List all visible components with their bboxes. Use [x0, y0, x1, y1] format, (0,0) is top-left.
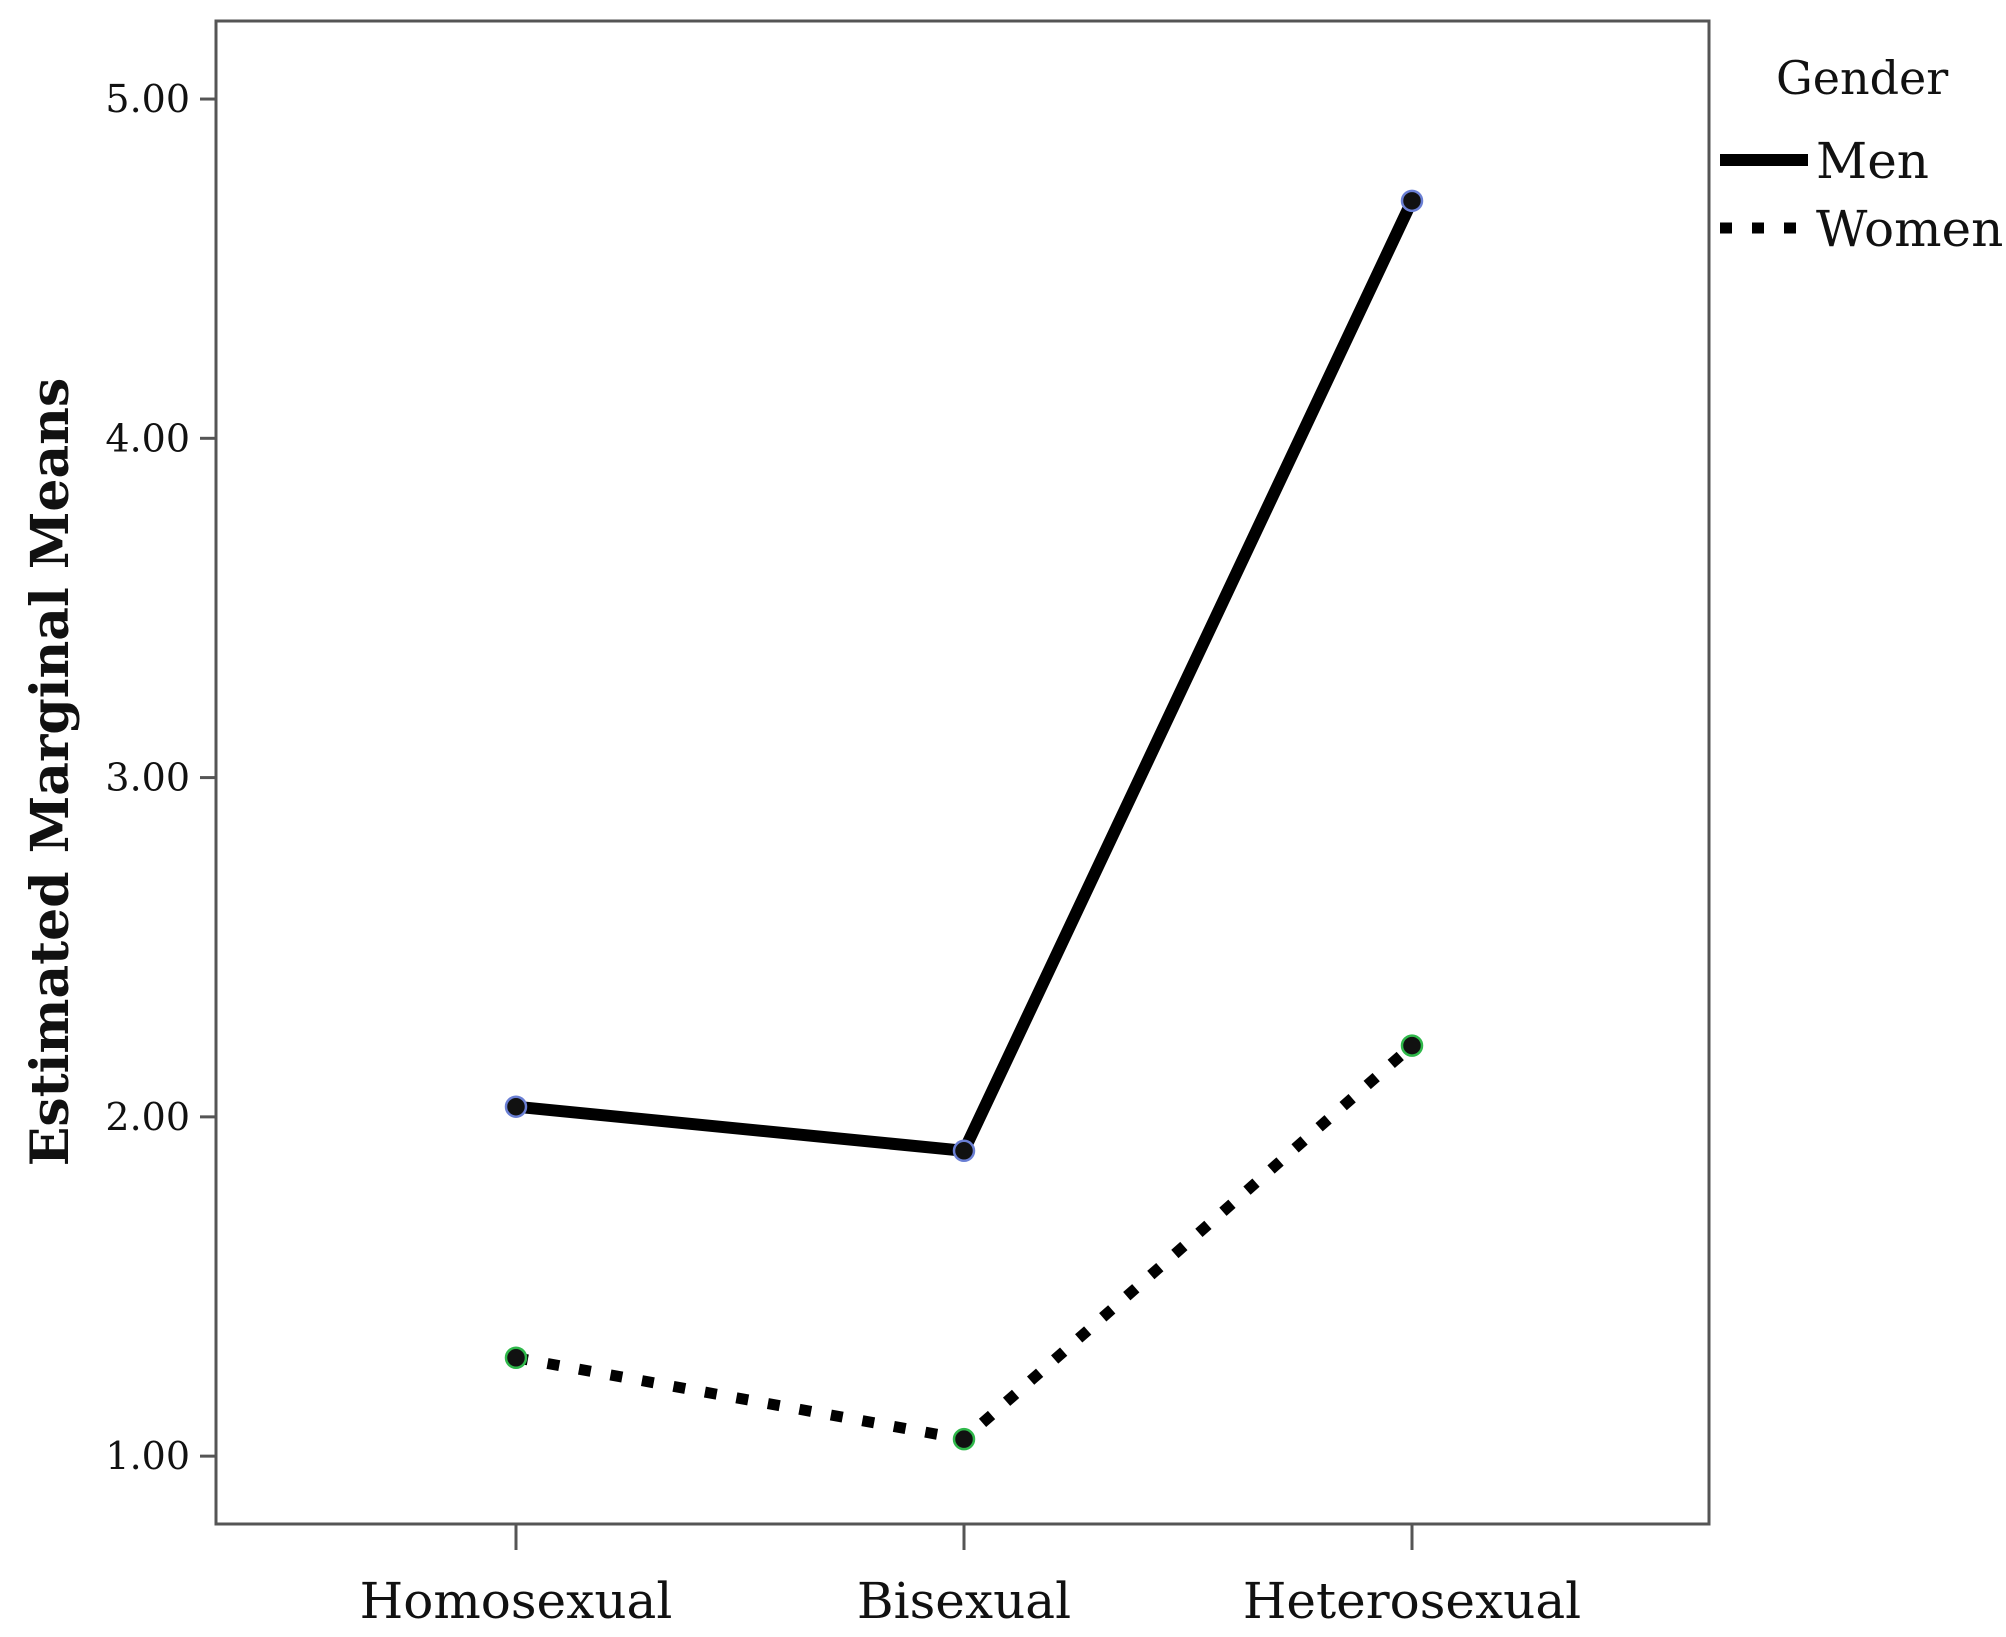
legend: Gender Men Women — [1720, 51, 2003, 258]
data-point-women — [1400, 1034, 1424, 1057]
legend-label-men: Men — [1816, 132, 1929, 190]
data-point-women — [952, 1427, 976, 1451]
data-point-men — [1400, 189, 1424, 213]
legend-title: Gender — [1776, 51, 1948, 105]
y-axis: 1.00 2.00 3.00 4.00 5.00 — [105, 77, 216, 1478]
plot-frame — [214, 19, 1711, 1526]
y-tick-label: 2.00 — [105, 1095, 190, 1139]
y-tick-label: 3.00 — [105, 756, 190, 800]
y-tick-label: 5.00 — [105, 77, 190, 121]
x-tick-label: Bisexual — [857, 1572, 1071, 1630]
data-point-men — [504, 1095, 528, 1118]
x-tick-label: Homosexual — [360, 1572, 673, 1630]
y-axis-title: Estimated Marginal Means — [20, 378, 81, 1167]
legend-label-women: Women — [1816, 200, 2003, 258]
data-point-men — [952, 1139, 976, 1163]
series-layer — [504, 189, 1424, 1451]
y-tick-label: 4.00 — [105, 416, 190, 460]
data-point-women — [504, 1346, 528, 1370]
x-tick-label: Heterosexual — [1243, 1572, 1581, 1630]
x-axis: Homosexual Bisexual Heterosexual — [360, 1524, 1581, 1630]
y-tick-label: 1.00 — [105, 1434, 190, 1478]
